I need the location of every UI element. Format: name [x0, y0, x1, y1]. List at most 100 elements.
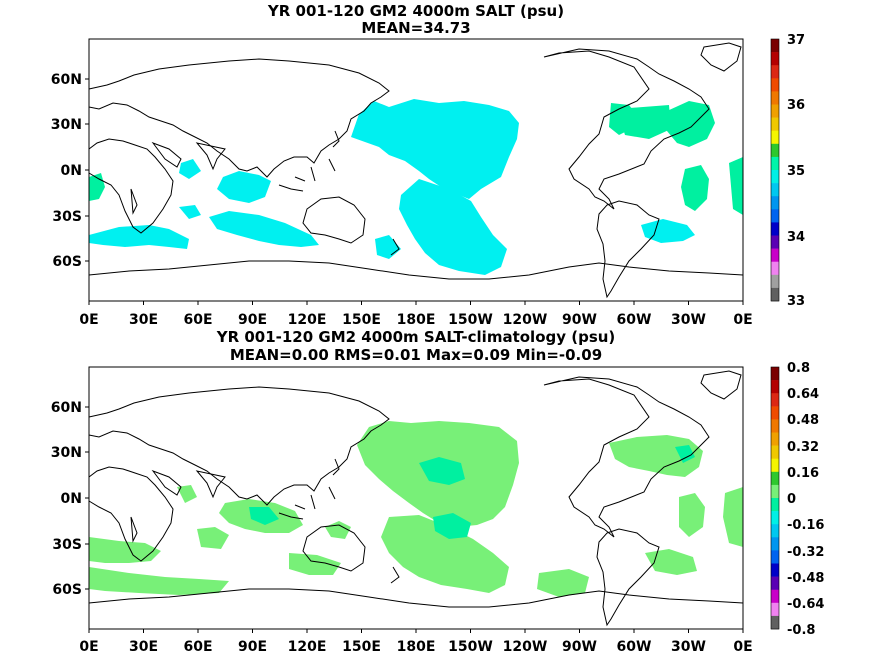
colorbar-label: -0.16 [787, 518, 824, 533]
colorbar-swatch [771, 143, 779, 158]
colorbar-swatch [771, 235, 779, 249]
colorbar-swatch [771, 156, 779, 171]
colorbar-swatch [771, 183, 779, 197]
map-bottom [85, 366, 744, 633]
y-tick-label: 60N [51, 72, 82, 88]
x-tick-label: 30W [671, 639, 706, 655]
y-tick-label: 60S [52, 254, 82, 270]
colorbar-label: 0.48 [787, 413, 819, 428]
colorbar-swatch [771, 484, 779, 499]
colorbar-label: 37 [787, 33, 805, 48]
bottom-x-axis: 0E 30E 60E 90E 120E 150E 180E 150W 120W … [79, 639, 752, 655]
y-tick-label: 0N [61, 491, 82, 507]
top-salinity-fill [89, 99, 743, 275]
x-tick-label: 150W [448, 312, 493, 328]
x-tick-label: 0E [79, 639, 98, 655]
colorbar-label: 33 [787, 294, 805, 309]
colorbar-label: -0.32 [787, 545, 824, 560]
bottom-y-axis: 60N 30N 0N 30S 60S [51, 400, 82, 598]
colorbar-label: -0.64 [787, 597, 824, 612]
colorbar-swatch [771, 104, 779, 118]
y-tick-label: 60S [52, 582, 82, 598]
bottom-anomaly-fill [89, 421, 743, 597]
colorbar-swatch [771, 524, 779, 538]
y-tick-label: 30N [51, 117, 82, 133]
x-tick-label: 90E [238, 312, 267, 328]
x-tick-label: 150E [342, 639, 381, 655]
x-tick-label: 30E [129, 639, 158, 655]
colorbar-swatch [771, 419, 779, 433]
panel-bottom: YR 001-120 GM2 4000m SALT-climatology (p… [51, 328, 825, 655]
colorbar-swatch [771, 432, 779, 446]
panel-top: YR 001-120 GM2 4000m SALT (psu) MEAN=34.… [51, 2, 805, 328]
colorbar-swatch [771, 287, 779, 302]
panel-bottom-subtitle: MEAN=0.00 RMS=0.01 Max=0.09 Min=-0.09 [230, 346, 602, 364]
colorbar-label: 0 [787, 492, 796, 507]
colorbar-top [770, 38, 780, 302]
colorbar-swatch [771, 117, 779, 131]
colorbar-swatch [771, 248, 779, 262]
colorbar-swatch [771, 78, 779, 92]
colorbar-swatch [771, 367, 779, 381]
colorbar-swatch [771, 498, 779, 512]
colorbar-swatch [771, 274, 779, 289]
colorbar-label: 0.32 [787, 440, 819, 455]
y-tick-label: 30S [52, 209, 82, 225]
map-top-ticks [85, 78, 744, 305]
y-tick-label: 30S [52, 537, 82, 553]
y-tick-label: 60N [51, 400, 82, 416]
colorbar-swatch [771, 615, 779, 630]
colorbar-swatch [771, 576, 779, 590]
colorbar-frame [770, 366, 780, 630]
colorbar-swatch [771, 91, 779, 105]
x-tick-label: 180E [397, 639, 436, 655]
colorbar-label: -0.48 [787, 571, 824, 586]
colorbar-swatch [771, 196, 779, 210]
x-tick-label: 60E [183, 312, 212, 328]
x-tick-label: 60W [617, 639, 652, 655]
colorbar-swatch [771, 39, 779, 53]
x-tick-label: 150W [448, 639, 493, 655]
x-tick-label: 150E [342, 312, 381, 328]
colorbar-swatch [771, 550, 779, 564]
colorbar-swatch [771, 380, 779, 394]
colorbar-swatch [771, 406, 779, 420]
colorbar-label: -0.8 [787, 623, 815, 638]
colorbar-swatch [771, 458, 779, 473]
x-tick-label: 120E [288, 312, 327, 328]
colorbar-swatch [771, 589, 779, 604]
panel-top-subtitle: MEAN=34.73 [361, 19, 470, 37]
x-tick-label: 0E [733, 312, 752, 328]
x-tick-label: 90W [562, 639, 597, 655]
colorbar-label: 34 [787, 230, 805, 245]
colorbar-label: 36 [787, 98, 805, 113]
x-tick-label: 30E [129, 312, 158, 328]
panel-top-title: YR 001-120 GM2 4000m SALT (psu) [267, 2, 564, 20]
panel-bottom-title: YR 001-120 GM2 4000m SALT-climatology (p… [216, 328, 616, 346]
colorbar-label: 0.64 [787, 387, 819, 402]
top-y-axis: 60N 30N 0N 30S 60S [51, 72, 82, 270]
colorbar-swatch [771, 537, 779, 551]
colorbar-swatch [771, 261, 779, 276]
x-tick-label: 30W [671, 312, 706, 328]
colorbar-swatch [771, 222, 779, 236]
y-tick-label: 30N [51, 445, 82, 461]
colorbar-swatch [771, 52, 779, 66]
colorbar-swatch [771, 471, 779, 486]
top-x-axis: 0E 30E 60E 90E 120E 150E 180E 150W 120W … [79, 312, 752, 328]
colorbar-swatch [771, 445, 779, 459]
y-tick-label: 0N [61, 163, 82, 179]
colorbar-swatch [771, 130, 779, 145]
colorbar-swatch [771, 511, 779, 525]
colorbar-bottom [770, 366, 780, 630]
map-bottom-ticks [85, 406, 744, 633]
colorbar-swatch [771, 393, 779, 407]
x-tick-label: 0E [79, 312, 98, 328]
colorbar-swatch [771, 209, 779, 223]
colorbar-label: 0.8 [787, 361, 810, 376]
colorbar-bottom-labels: 0.8 0.64 0.48 0.32 0.16 0 -0.16 -0.32 -0… [787, 361, 824, 638]
colorbar-frame [770, 38, 780, 302]
colorbar-swatch [771, 170, 779, 184]
x-tick-label: 120W [503, 639, 548, 655]
